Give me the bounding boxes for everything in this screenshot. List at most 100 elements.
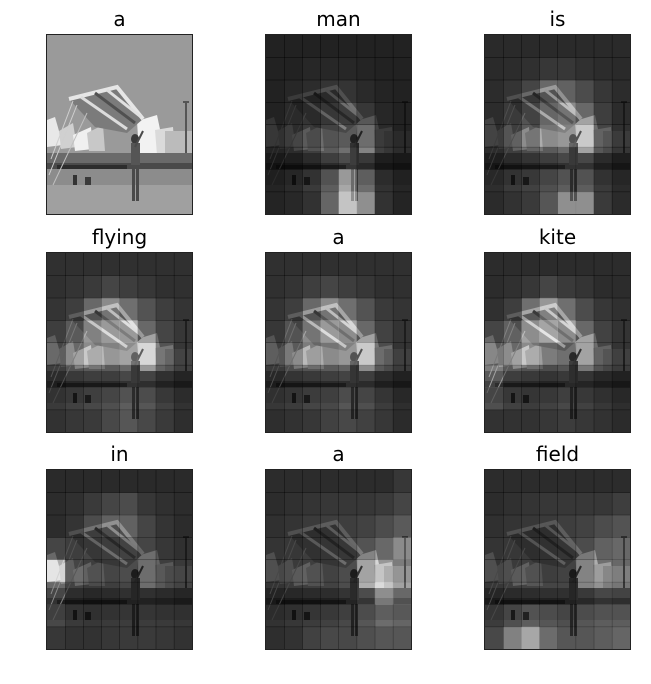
attention-cell (83, 409, 102, 432)
attention-cell (284, 537, 303, 561)
attention-cell (266, 320, 285, 344)
photo-scene (266, 35, 411, 214)
attention-cell (575, 320, 595, 344)
attention-cell (338, 537, 358, 561)
attention-highlight (119, 320, 139, 344)
attention-cell (557, 57, 577, 81)
attention-cell (284, 124, 303, 148)
attention-cell (155, 342, 175, 366)
attention-cell (575, 492, 595, 516)
attention-cell (356, 342, 376, 366)
attention-cell (374, 492, 394, 516)
attention-cell (593, 297, 613, 321)
attention-cell (503, 102, 522, 126)
attention-cell (47, 581, 66, 605)
attention-cell (557, 79, 577, 103)
attention-cell (356, 146, 376, 170)
attention-cell (575, 275, 595, 299)
attention-cell (557, 387, 577, 411)
attention-cell (356, 387, 376, 411)
attention-cell (101, 470, 121, 493)
attention-cell (575, 146, 595, 170)
attention-cell (320, 169, 340, 193)
attention-highlight (521, 342, 540, 366)
attention-cell (320, 387, 340, 411)
attention-image (46, 252, 193, 433)
attention-cell (155, 409, 175, 432)
attention-cell (119, 364, 139, 388)
attention-cell (521, 146, 540, 170)
attention-cell (284, 364, 303, 388)
attention-highlight (521, 626, 540, 649)
panel-word: a (332, 225, 345, 249)
attention-cell (485, 297, 504, 321)
attention-highlight (320, 297, 340, 321)
attention-cell (173, 342, 192, 366)
attention-cell (593, 79, 613, 103)
attention-cell (593, 626, 613, 649)
attention-cell (101, 275, 121, 299)
attention-cell (302, 57, 321, 81)
attention-cell (302, 253, 321, 276)
attention-cell (284, 514, 303, 538)
attention-cell (101, 537, 121, 561)
attention-cell (503, 191, 522, 214)
attention-cell (611, 514, 630, 538)
attention-cell (83, 342, 102, 366)
attention-cell (155, 470, 175, 493)
attention-cell (302, 124, 321, 148)
attention-cell (83, 297, 102, 321)
attention-cell (503, 297, 522, 321)
attention-cell (521, 364, 540, 388)
attention-cell (539, 57, 559, 81)
attention-cell (302, 581, 321, 605)
attention-cell (593, 146, 613, 170)
attention-cell (539, 470, 559, 493)
attention-cell (284, 581, 303, 605)
attention-cell (539, 102, 559, 126)
attention-cell (575, 253, 595, 276)
attention-cell (266, 492, 285, 516)
panel-word: a (113, 7, 126, 31)
attention-cell (65, 514, 84, 538)
attention-cell (320, 79, 340, 103)
attention-cell (575, 604, 595, 628)
attention-cell (65, 320, 84, 344)
attention-image (484, 34, 631, 215)
attention-cell (266, 297, 285, 321)
attention-cell (557, 364, 577, 388)
attention-cell (503, 320, 522, 344)
attention-cell (83, 559, 102, 583)
attention-cell (611, 57, 630, 81)
attention-highlight (392, 559, 411, 583)
attention-cell (593, 514, 613, 538)
attention-cell (137, 581, 157, 605)
attention-cell (575, 470, 595, 493)
attention-cell (485, 342, 504, 366)
attention-highlight (392, 537, 411, 561)
attention-cell (485, 320, 504, 344)
attention-cell (65, 581, 84, 605)
attention-highlight (101, 342, 121, 366)
attention-cell (83, 626, 102, 649)
attention-cell (374, 124, 394, 148)
attention-cell (266, 470, 285, 493)
attention-cell (302, 320, 321, 344)
attention-highlight (137, 342, 157, 366)
attention-cell (392, 409, 411, 432)
attention-highlight (557, 124, 577, 148)
attention-cell (593, 409, 613, 432)
attention-cell (47, 297, 66, 321)
attention-cell (83, 537, 102, 561)
attention-cell (557, 169, 577, 193)
attention-cell (356, 492, 376, 516)
attention-cell (119, 559, 139, 583)
attention-cell (284, 470, 303, 493)
attention-cell (392, 492, 411, 516)
attention-highlight (119, 342, 139, 366)
attention-cell (503, 35, 522, 58)
attention-cell (539, 297, 559, 321)
attention-cell (575, 559, 595, 583)
attention-cell (356, 124, 376, 148)
attention-cell (155, 626, 175, 649)
